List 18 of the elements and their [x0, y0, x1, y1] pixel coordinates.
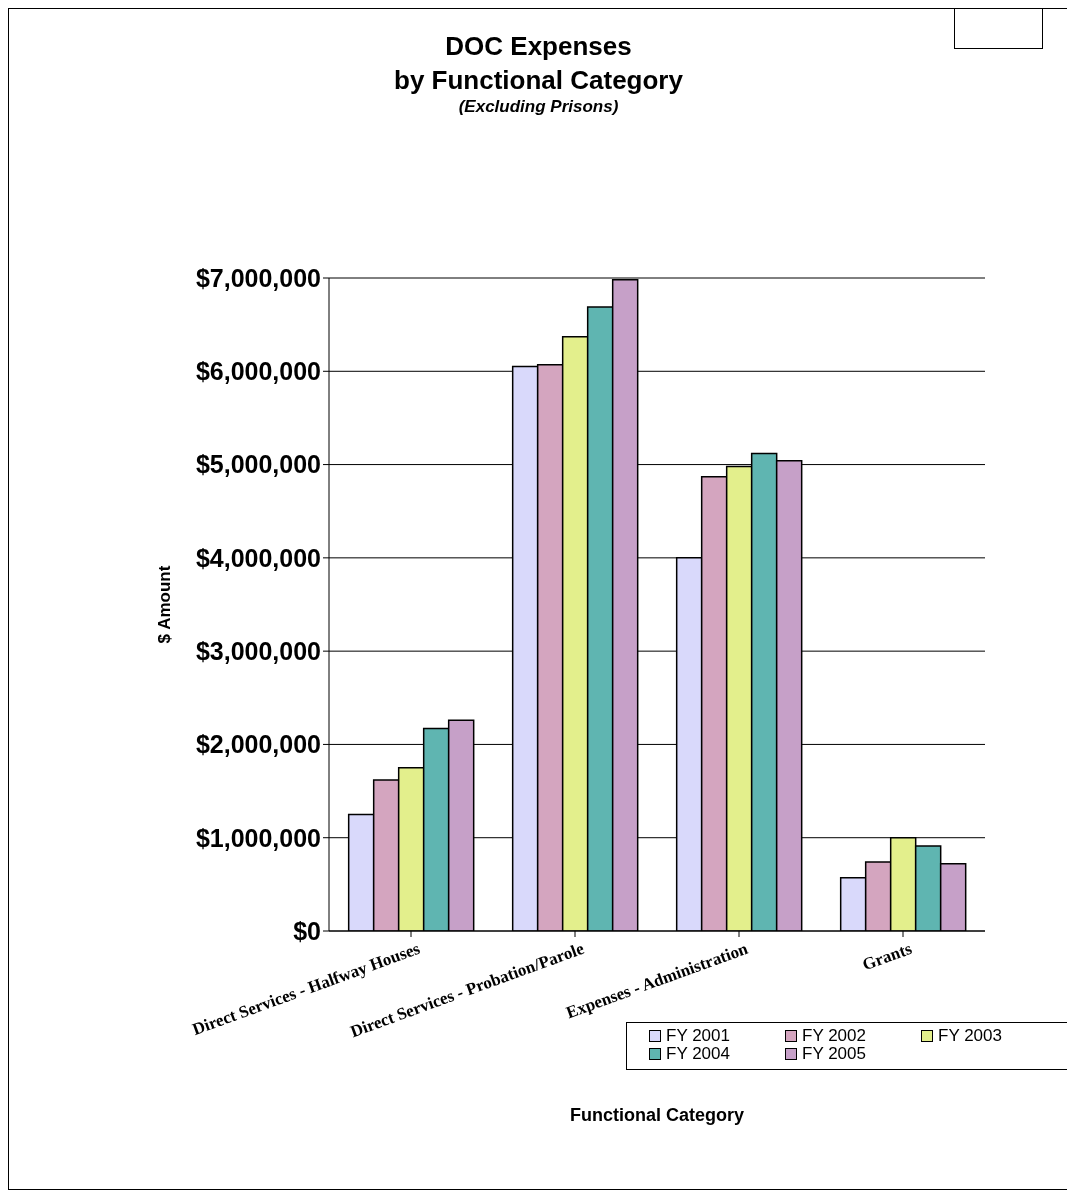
y-tick-label: $5,000,000: [195, 450, 321, 479]
legend-label: FY 2001: [666, 1026, 730, 1045]
y-tick-label: $0: [293, 916, 321, 945]
legend-label: FY 2005: [802, 1044, 866, 1063]
y-axis-title: $ Amount: [155, 565, 175, 644]
legend-label: FY 2004: [666, 1044, 730, 1063]
y-tick-label: $2,000,000: [195, 730, 321, 759]
y-tick-label: $6,000,000: [195, 357, 321, 386]
chart-title: DOC Expenses by Functional Category: [393, 30, 684, 97]
y-tick-label: $7,000,000: [195, 263, 321, 292]
y-tick-label: $3,000,000: [195, 637, 321, 666]
chart-subtitle: (Excluding Prisons): [457, 97, 620, 117]
legend-label: FY 2003: [938, 1026, 1002, 1045]
x-tick-label: Grants: [859, 938, 915, 975]
y-tick-label: $1,000,000: [195, 823, 321, 852]
y-tick-label: $4,000,000: [195, 543, 321, 572]
x-axis-title: Functional Category: [569, 1105, 745, 1125]
legend-label: FY 2002: [802, 1026, 866, 1045]
